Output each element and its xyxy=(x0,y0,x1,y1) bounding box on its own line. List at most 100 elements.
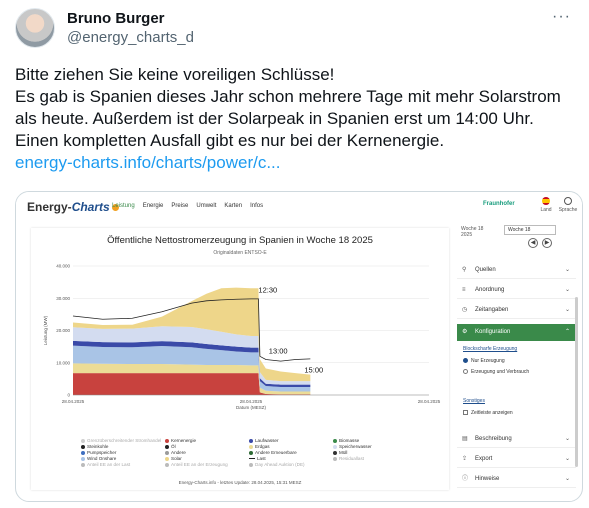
x-tick-label: 28.04.2025 xyxy=(62,399,85,404)
site-logo-italic: Charts xyxy=(71,200,110,214)
site-logo[interactable]: Energy-Charts xyxy=(27,200,119,214)
legend-item[interactable]: Day Ahead Auktion (DE) xyxy=(249,462,305,468)
more-options-icon[interactable]: ··· xyxy=(552,8,571,25)
arrangement-icon: ≡ xyxy=(462,287,466,293)
legend-swatch-icon xyxy=(165,444,169,449)
legend-label: Last xyxy=(257,456,266,461)
radio-only-generation[interactable]: Nur Erzeugung xyxy=(463,358,505,364)
week-select[interactable]: Woche 18 xyxy=(504,225,556,235)
legend-label: Grenzüberschreitender Stromhandel xyxy=(87,438,162,443)
export-icon: ⇪ xyxy=(462,456,468,462)
annotation-label: 13:00 xyxy=(269,347,288,356)
misc-link[interactable]: Sonstiges xyxy=(463,398,485,404)
week-arrows: ◀ ▶ xyxy=(528,238,552,248)
prev-week-button[interactable]: ◀ xyxy=(528,238,538,248)
legend-item[interactable]: Müll xyxy=(333,450,347,456)
legend-item[interactable]: Anteil EE an der Last xyxy=(81,462,130,468)
legend-item[interactable]: Öl xyxy=(165,444,176,450)
radio-only-generation-label: Nur Erzeugung xyxy=(471,358,505,364)
y-tick-label: 40.000 xyxy=(56,264,70,269)
legend-label: Andere xyxy=(171,450,186,455)
legend-item[interactable]: Andere xyxy=(165,450,186,456)
nav-item-karten[interactable]: Karten xyxy=(224,203,243,209)
legend-item[interactable]: Anteil EE an der Erzeugung xyxy=(165,462,228,468)
avatar[interactable] xyxy=(15,8,55,48)
legend-item[interactable]: Andere Erneuerbare xyxy=(249,450,297,456)
info-icon: ⓘ xyxy=(462,476,469,482)
panel-row-export-label: Export xyxy=(475,456,493,462)
fraunhofer-logo[interactable]: Fraunhofer xyxy=(483,201,515,207)
legend-item[interactable]: Speicherwasser xyxy=(333,444,372,450)
radio-unchecked-icon xyxy=(463,369,468,375)
tweet-media-image[interactable]: Energy-Charts Leistung Energie Preise Um… xyxy=(15,191,583,502)
legend-item[interactable]: Solar xyxy=(165,456,182,462)
y-tick-label: 0 xyxy=(67,393,70,398)
panel-row-hints[interactable]: ⓘ Hinweise ⌄ xyxy=(457,471,576,488)
panel-row-configuration[interactable]: ⚙ Konfiguration ⌃ xyxy=(457,324,576,341)
chart-svg[interactable]: 0 10.000 20.000 30.000 40.000 Leistung (MW) 28… xyxy=(31,228,449,490)
panel-row-timespan[interactable]: ◷ Zeitangaben ⌄ xyxy=(457,302,576,319)
legend-item[interactable]: Kernenergie xyxy=(165,438,196,444)
country-label: Land xyxy=(540,207,552,213)
legend-swatch-icon xyxy=(165,456,169,461)
legend-item[interactable]: Biomasse xyxy=(333,438,359,444)
legend-swatch-icon xyxy=(333,438,337,443)
author-name[interactable]: Bruno Burger xyxy=(67,10,165,27)
legend-item[interactable]: Laufwasser xyxy=(249,438,279,444)
panel-row-sources-label: Quellen xyxy=(475,267,496,273)
legend-swatch-icon xyxy=(249,444,253,449)
area-series-solar xyxy=(73,287,311,382)
area-series-erdgas xyxy=(73,363,311,395)
language-selector[interactable]: Sprache xyxy=(557,197,579,213)
legend-item[interactable]: Pumpspeicher xyxy=(81,450,116,456)
legend-swatch-icon xyxy=(81,438,85,443)
nav-item-infos[interactable]: Infos xyxy=(250,203,264,209)
area-series-wind-onshare xyxy=(73,345,311,392)
legend-label: Kernenergie xyxy=(171,438,197,443)
x-axis-label: Datum (MESZ) xyxy=(236,405,267,410)
nav-item-umwelt[interactable]: Umwelt xyxy=(196,203,217,209)
panel-row-description[interactable]: ▤ Beschreibung ⌄ xyxy=(457,431,576,448)
site-nav: Leistung Energie Preise Umwelt Karten In… xyxy=(112,203,263,209)
timeline-checkbox-label: Zeitleiste anzeigen xyxy=(471,410,513,416)
legend-item[interactable]: Steinkohle xyxy=(81,444,108,450)
legend-label: Pumpspeicher xyxy=(87,450,117,455)
logo-dot-icon xyxy=(111,204,119,211)
panel-row-export[interactable]: ⇪ Export ⌄ xyxy=(457,451,576,468)
y-tick-label: 30.000 xyxy=(56,296,70,301)
legend-swatch-icon xyxy=(165,438,169,443)
area-series-laufwasser xyxy=(73,340,311,387)
legend-swatch-icon xyxy=(333,456,337,461)
legend-item[interactable]: Residuallast xyxy=(333,456,364,462)
timeline-checkbox[interactable]: Zeitleiste anzeigen xyxy=(463,410,513,416)
legend-label: Solar xyxy=(171,456,182,461)
block-generation-link[interactable]: Blockscharfe Erzeugung xyxy=(463,346,518,352)
legend-swatch-icon xyxy=(249,458,255,460)
panel-scrollbar[interactable] xyxy=(575,297,578,467)
panel-row-arrangement[interactable]: ≡ Anordnung ⌄ xyxy=(457,282,576,299)
legend-swatch-icon xyxy=(333,444,337,449)
nav-item-leistung[interactable]: Leistung xyxy=(112,203,135,209)
tweet-text: Bitte ziehen Sie keine voreiligen Schlüs… xyxy=(15,64,575,174)
tweet-line-2: Es gab is Spanien dieses Jahr schon mehr… xyxy=(15,87,561,150)
legend-swatch-icon xyxy=(165,450,169,455)
radio-generation-consumption[interactable]: Erzeugung und Verbrauch xyxy=(463,369,529,375)
next-week-button[interactable]: ▶ xyxy=(542,238,552,248)
gear-icon: ⚙ xyxy=(462,329,468,335)
country-selector[interactable]: Land xyxy=(536,197,556,213)
legend-swatch-icon xyxy=(249,462,253,467)
chart-footer: Energy-Charts.info - letztes Update: 28.… xyxy=(178,480,302,485)
legend-item[interactable]: Wind Onshare xyxy=(81,456,116,462)
site-header: Energy-Charts Leistung Energie Preise Um… xyxy=(16,192,582,224)
nav-item-preise[interactable]: Preise xyxy=(171,203,189,209)
tweet-link[interactable]: energy-charts.info/charts/power/c... xyxy=(15,153,281,172)
legend-item[interactable]: Erdgas xyxy=(249,444,270,450)
nav-item-energie[interactable]: Energie xyxy=(142,203,164,209)
author-handle[interactable]: @energy_charts_d xyxy=(67,29,194,46)
panel-row-sources[interactable]: ⚲ Quellen ⌄ xyxy=(457,262,576,279)
chevron-down-icon: ⌄ xyxy=(564,287,570,293)
legend-item[interactable]: Grenzüberschreitender Stromhandel xyxy=(81,438,161,444)
legend-item[interactable]: Last xyxy=(249,456,266,462)
language-label: Sprache xyxy=(558,207,578,213)
chevron-up-icon: ⌃ xyxy=(564,329,570,335)
